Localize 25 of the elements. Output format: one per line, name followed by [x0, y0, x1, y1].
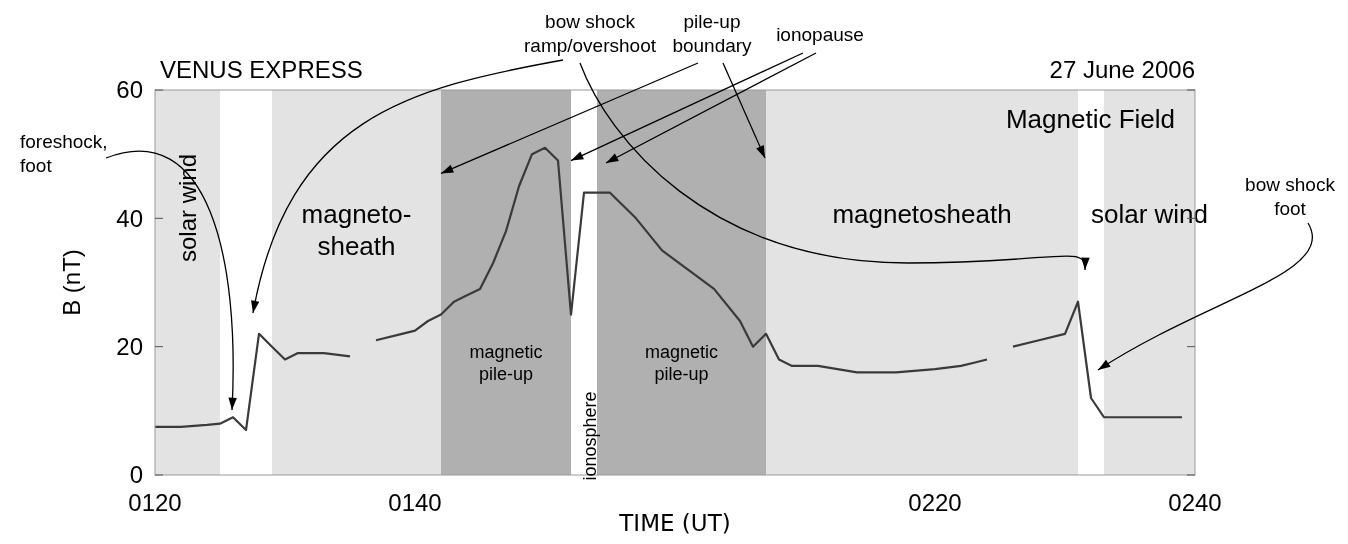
text: VENUS EXPRESS: [160, 56, 363, 83]
band-label: magnetic pile-up: [469, 342, 543, 384]
text: foreshock, foot: [20, 131, 108, 176]
text: 27 June 2006: [1049, 56, 1195, 83]
band-label: magnetosheath: [832, 199, 1012, 229]
band-label: solar wind: [1090, 199, 1209, 229]
x-tick-label: 0120: [128, 489, 182, 516]
annotation: ionopause: [776, 24, 864, 45]
annotation: Magnetic Field: [1005, 104, 1175, 134]
y-tick-label: 60: [116, 76, 143, 104]
x-tick-label: 0220: [908, 489, 962, 516]
x-axis-title: TIME (UT): [618, 510, 731, 536]
band-label: magnetic pile-up: [644, 342, 719, 384]
text: bow shock ramp/overshoot: [523, 11, 657, 56]
y-tick-label: 0: [129, 461, 143, 489]
band-label: solar wind: [173, 153, 201, 263]
annotation: ionosphere: [580, 391, 600, 481]
y-tick-label: 40: [116, 204, 143, 232]
x-tick-label: 0140: [388, 489, 442, 516]
annotation: pile-up boundary: [672, 11, 753, 56]
band-label: magneto- sheath: [301, 199, 412, 261]
y-tick-label: 20: [116, 333, 143, 361]
y-axis-title: B (nT): [58, 249, 85, 316]
x-tick-label: 0240: [1168, 489, 1222, 516]
text: bow shock foot: [1245, 174, 1336, 219]
